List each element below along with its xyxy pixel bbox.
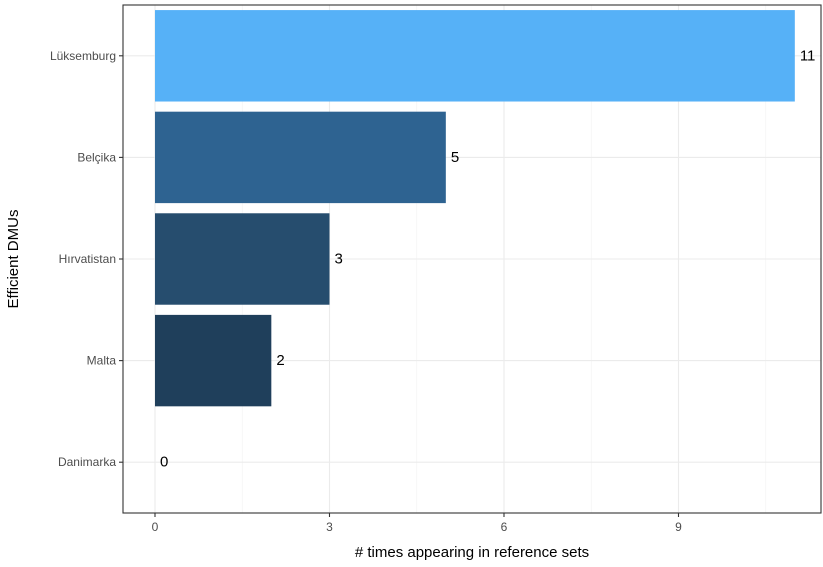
bar [154, 213, 330, 305]
y-tick-label: Hırvatistan [59, 252, 116, 266]
x-tick-label: 3 [326, 520, 333, 534]
y-axis: Lüksemburg Belçika Hırvatistan Malta Danimar… [50, 49, 123, 469]
bar-value-label: 0 [160, 454, 168, 471]
y-tick-label: Danimarka [58, 455, 116, 469]
bars [154, 10, 795, 407]
y-tick-label: Belçika [77, 150, 116, 164]
x-tick-label: 0 [152, 520, 159, 534]
y-axis-title: Efficient DMUs [5, 210, 22, 309]
x-tick-label: 9 [675, 520, 682, 534]
bar-value-label: 5 [451, 149, 459, 166]
x-axis-title: # times appearing in reference sets [355, 544, 589, 561]
bar [154, 111, 446, 204]
bar [154, 314, 272, 407]
bar-value-label: 11 [800, 47, 816, 64]
data-labels: 11 5 3 2 0 [160, 47, 815, 470]
bar-value-label: 2 [276, 352, 284, 369]
y-tick-label: Malta [87, 354, 117, 368]
bar [154, 10, 795, 102]
x-axis: 0 3 6 9 [152, 513, 682, 534]
bar-value-label: 3 [334, 251, 342, 268]
x-tick-label: 6 [501, 520, 508, 534]
y-tick-label: Lüksemburg [50, 49, 116, 63]
